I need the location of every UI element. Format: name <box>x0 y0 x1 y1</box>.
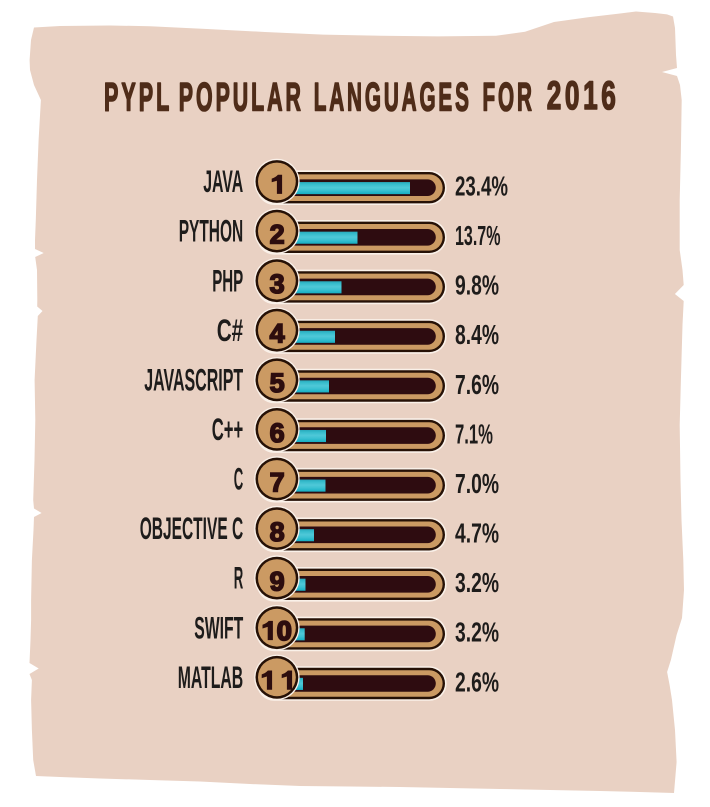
svg-text:PYPL: PYPL <box>104 76 172 120</box>
svg-text:4: 4 <box>270 319 285 349</box>
svg-text:9.8%: 9.8% <box>455 270 499 301</box>
svg-text:23.4%: 23.4% <box>455 171 508 202</box>
svg-text:SWIFT: SWIFT <box>194 609 243 645</box>
svg-text:2.6%: 2.6% <box>455 666 499 697</box>
svg-text:9: 9 <box>270 567 285 597</box>
svg-text:3.2%: 3.2% <box>455 567 499 598</box>
svg-text:C++: C++ <box>212 411 244 447</box>
svg-text:R: R <box>234 560 244 596</box>
svg-text:0: 0 <box>277 616 292 646</box>
svg-text:LANGUAGES: LANGUAGES <box>314 76 472 120</box>
svg-text:C: C <box>234 461 244 497</box>
svg-text:8.4%: 8.4% <box>455 319 499 350</box>
svg-text:7.0%: 7.0% <box>455 468 499 499</box>
svg-text:FOR: FOR <box>483 76 535 120</box>
svg-text:MATLAB: MATLAB <box>178 659 244 695</box>
svg-text:4.7%: 4.7% <box>455 518 499 549</box>
svg-text:8: 8 <box>270 517 285 547</box>
svg-text:JAVA: JAVA <box>203 163 243 199</box>
svg-text:3: 3 <box>270 269 285 299</box>
svg-text:C#: C# <box>217 312 244 348</box>
svg-text:7: 7 <box>270 467 285 497</box>
svg-text:PYTHON: PYTHON <box>179 213 244 249</box>
svg-text:PHP: PHP <box>212 262 243 298</box>
svg-text:7.6%: 7.6% <box>455 369 499 400</box>
svg-text:2016: 2016 <box>547 74 620 118</box>
svg-text:13.7%: 13.7% <box>455 220 501 251</box>
svg-text:POPULAR: POPULAR <box>179 76 304 120</box>
svg-text:3.2%: 3.2% <box>455 617 499 648</box>
svg-text:7.1%: 7.1% <box>455 418 493 449</box>
svg-text:OBJECTIVE C: OBJECTIVE C <box>140 510 244 546</box>
svg-text:6: 6 <box>270 418 285 448</box>
svg-text:JAVASCRIPT: JAVASCRIPT <box>144 361 243 397</box>
svg-text:2: 2 <box>270 220 285 250</box>
svg-text:5: 5 <box>270 368 285 398</box>
